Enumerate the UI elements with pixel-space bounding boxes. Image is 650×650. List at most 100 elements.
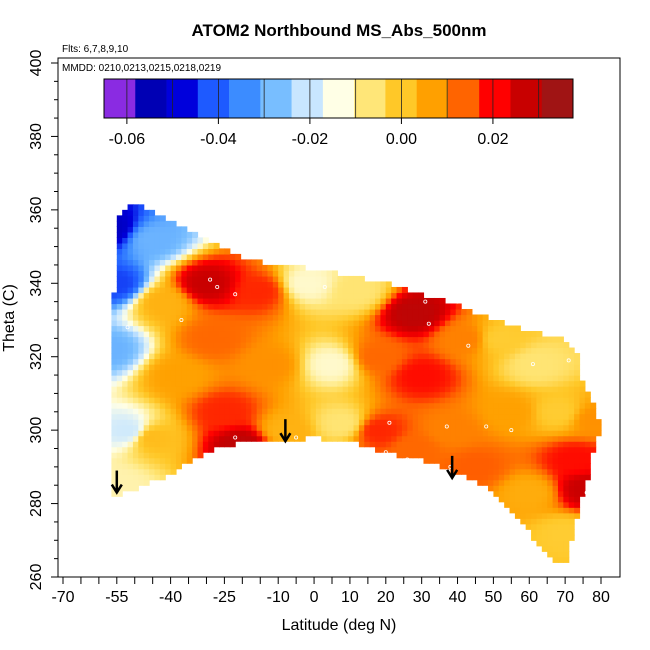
field-cell [396, 308, 403, 316]
field-cell [235, 408, 242, 415]
field-cell [278, 308, 285, 316]
field-cell [536, 364, 543, 371]
field-cell [342, 391, 349, 398]
field-cell [240, 320, 247, 327]
field-cell [202, 419, 209, 426]
field-cell [563, 507, 570, 514]
field-cell [531, 347, 538, 354]
field-cell [240, 303, 247, 310]
field-cell [262, 292, 269, 299]
field-cell [143, 270, 150, 277]
field-cell [455, 457, 462, 464]
field-cell [181, 380, 188, 387]
field-cell [590, 424, 597, 431]
field-cell [407, 419, 414, 426]
field-cell [375, 358, 382, 365]
field-cell [428, 397, 435, 404]
field-cell [326, 391, 333, 398]
field-cell [536, 518, 543, 525]
field-cell [358, 397, 365, 404]
field-cell [224, 286, 231, 294]
field-cell [278, 408, 285, 415]
field-cell [122, 435, 129, 442]
field-cell [272, 408, 279, 415]
field-cell [132, 259, 139, 266]
field-cell [170, 380, 177, 387]
field-cell [267, 358, 274, 365]
field-cell [272, 331, 279, 338]
field-cell [245, 424, 252, 431]
field-cell [267, 320, 274, 327]
field-cell [132, 248, 139, 255]
field-cell [305, 386, 312, 393]
field-cell [202, 364, 209, 371]
field-cell [391, 342, 398, 349]
field-cell [412, 331, 419, 338]
field-cell [369, 397, 376, 404]
field-cell [208, 391, 215, 398]
field-cell [154, 325, 161, 332]
field-cell [143, 402, 150, 409]
field-cell [267, 325, 274, 332]
field-cell [170, 358, 177, 365]
field-cell [224, 435, 231, 442]
field-cell [520, 419, 527, 426]
field-cell [175, 380, 182, 387]
field-cell [251, 342, 258, 349]
field-cell [498, 347, 505, 354]
field-cell [466, 397, 473, 404]
field-cell [380, 408, 387, 415]
field-cell [514, 441, 521, 448]
field-cell [509, 413, 516, 420]
field-cell [132, 435, 139, 442]
x-tick-label: 50 [485, 589, 503, 606]
field-cell [127, 281, 134, 288]
field-cell [342, 281, 349, 288]
field-cell [288, 336, 295, 343]
field-cell [520, 380, 527, 387]
field-cell [342, 275, 349, 283]
field-cell [326, 386, 333, 393]
field-cell [444, 408, 451, 415]
field-cell [154, 435, 161, 442]
field-cell [305, 413, 312, 420]
field-cell [477, 468, 484, 475]
field-cell [332, 320, 338, 327]
field-cell [574, 430, 581, 437]
sample-point [233, 292, 238, 297]
field-cell [213, 441, 220, 448]
field-cell [520, 336, 527, 343]
field-cell [396, 286, 403, 294]
field-cell [235, 342, 242, 349]
field-cell [385, 325, 392, 332]
field-cell [552, 364, 559, 371]
field-cell [132, 204, 139, 211]
field-cell [412, 391, 419, 398]
field-cell [488, 424, 494, 431]
field-cell [461, 463, 468, 470]
field-cell [471, 331, 478, 338]
field-cell [159, 353, 166, 360]
field-cell [165, 292, 172, 299]
field-cell [439, 308, 446, 316]
field-cell [251, 358, 258, 365]
field-cell [557, 540, 564, 547]
field-cell [509, 435, 516, 442]
field-cell [477, 446, 484, 453]
field-cell [143, 375, 150, 382]
field-cell [407, 342, 414, 349]
field-cell [224, 369, 231, 376]
field-cell [514, 452, 521, 459]
field-cell [407, 308, 414, 316]
field-cell [477, 441, 484, 448]
field-cell [299, 264, 306, 272]
field-cell [326, 314, 333, 321]
field-cell [132, 325, 139, 332]
field-cell [385, 331, 392, 338]
field-cell [138, 430, 145, 437]
field-cell [186, 347, 193, 354]
field-cell [138, 325, 145, 332]
field-cell [122, 242, 129, 250]
field-cell [579, 391, 586, 398]
field-cell [563, 496, 570, 503]
